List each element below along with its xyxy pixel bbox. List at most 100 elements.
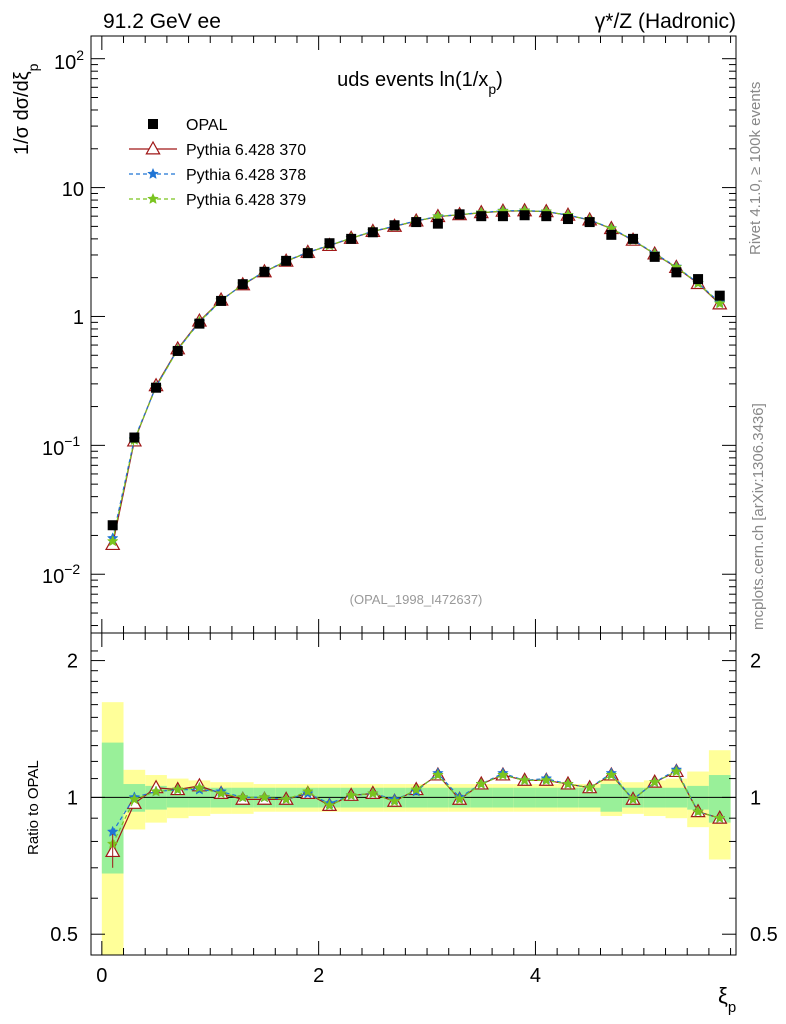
ratio-y-tick-label-right: 0.5 [750,924,778,946]
point-pythia-6-428-379 [432,768,444,781]
point-pythia-6-428-379 [171,783,184,795]
y-tick-label-1e-2: 10−2 [42,561,80,588]
legend-label-pythia-6-428-379: Pythia 6.428 379 [186,192,306,209]
point-pythia-6-428-379 [410,783,423,795]
analysis-label: (OPAL_1998_I472637) [350,592,483,607]
point-opal [584,217,595,228]
point-opal [649,251,660,262]
point-opal [346,233,357,244]
point-opal [519,210,530,221]
point-opal [194,318,205,329]
legend-marker-pythia-6-428-379 [147,192,159,204]
main-y-tick-labels: 10−2 10−1 1 10 102 [42,47,84,588]
point-opal [107,520,118,531]
point-opal [216,295,227,306]
main-panel: uds events ln(1/xp) (OPAL_1998_I472637) … [11,35,737,634]
legend-label-pythia-6-428-378: Pythia 6.428 378 [186,167,306,184]
point-opal [432,218,443,229]
rivet-label: Rivet 4.1.0, ≥ 100k events [747,82,764,255]
point-opal [497,211,508,222]
mcplots-label: mcplots.cern.ch [arXiv:1306.3436] [750,403,767,630]
legend-marker-pythia-6-428-370 [145,140,161,155]
series-line-pythia-6-428-370 [112,210,721,545]
legend-marker-opal [148,119,158,129]
point-pythia-6-428-379 [518,774,531,786]
point-opal [411,217,422,228]
point-opal [367,227,378,238]
point-pythia-6-428-379 [713,297,726,309]
point-pythia-6-428-379 [670,765,683,777]
ratio-panel: Ratio to OPAL ξp 0.5 0.5 1 1 2 2 0 2 4 [25,632,778,1016]
point-pythia-6-428-379 [540,774,553,786]
point-opal [259,266,270,277]
point-pythia-6-428-379 [605,768,618,781]
y-tick-label-10: 10 [62,179,84,201]
point-pythia-6-428-379 [215,787,227,799]
point-opal [389,220,400,231]
point-pythia-6-428-379 [497,768,509,781]
point-pythia-6-428-379 [301,785,314,797]
ratio-y-tick-label-right: 2 [750,651,761,673]
legend-label-opal: OPAL [186,117,228,134]
legend: OPAL Pythia 6.428 370 Pythia 6.428 378 Pyth… [129,117,306,209]
legend-marker-pythia-6-428-378 [147,167,159,179]
point-pythia-6-428-379 [345,789,358,801]
point-pythia-6-428-379 [583,781,596,793]
header-right-title: γ*/Z (Hadronic) [595,10,736,33]
series-line-pythia-6-428-378 [112,209,721,539]
main-title: uds events ln(1/xp) [337,69,503,97]
legend-label-pythia-6-428-370: Pythia 6.428 370 [186,142,306,159]
x-tick-label: 4 [530,965,541,987]
point-pythia-6-428-379 [128,793,141,805]
ratio-y-tick-label-right: 1 [750,787,761,809]
point-pythia-6-428-379 [453,793,466,805]
x-tick-label: 2 [313,965,324,987]
point-pythia-6-428-379 [713,812,726,824]
ratio-y-tick-label: 1 [67,787,78,809]
point-opal [714,290,725,301]
point-pythia-6-428-379 [475,777,488,790]
main-y-label: 1/σ dσ/dξp [11,63,41,155]
point-pythia-6-428-379 [280,793,292,805]
point-opal [281,255,292,266]
point-opal [237,279,248,290]
ratio-frame [90,632,737,956]
point-opal [606,229,617,240]
point-pythia-6-428-379 [648,776,661,788]
point-opal [476,211,487,222]
ratio-y-tick-label: 0.5 [50,924,78,946]
point-opal [151,382,162,393]
series-line-pythia-6-428-379 [112,210,721,542]
point-opal [302,248,313,259]
ratio-y-tick-label: 2 [67,651,78,673]
y-tick-label-1e-1: 10−1 [42,433,80,460]
point-opal [671,267,682,278]
x-axis-label: ξp [718,983,736,1016]
point-pythia-6-428-379 [323,799,336,811]
point-opal [172,345,183,356]
point-pythia-6-428-379 [236,791,249,803]
point-pythia-6-428-379 [388,795,401,807]
point-opal [129,432,140,443]
point-opal [454,209,465,220]
ratio-y-label: Ratio to OPAL [25,760,42,855]
x-tick-label: 0 [96,965,107,987]
point-pythia-6-428-379 [692,805,704,817]
point-opal [541,211,552,222]
point-opal [628,233,639,244]
point-pythia-6-428-379 [106,535,119,547]
point-opal [562,214,573,225]
header-left-title: 91.2 GeV ee [103,10,221,33]
point-opal [693,274,704,285]
point-opal [324,238,335,249]
y-tick-label-1e2: 102 [54,47,84,74]
point-pythia-6-428-379 [258,791,271,803]
point-pythia-6-428-379 [627,793,639,805]
point-pythia-6-428-379 [367,787,379,799]
point-pythia-6-428-379 [150,785,162,797]
point-pythia-6-428-379 [562,777,574,790]
point-pythia-6-428-379 [193,781,206,793]
y-tick-label-1: 1 [73,307,84,329]
band-inner [708,775,731,823]
